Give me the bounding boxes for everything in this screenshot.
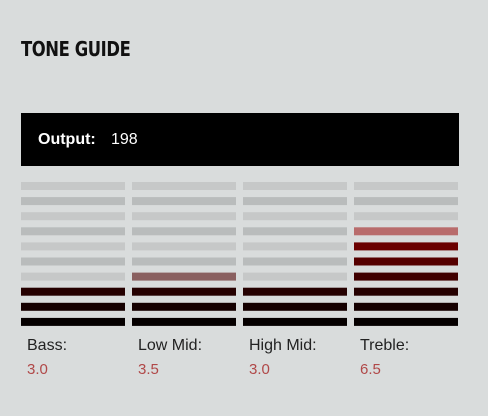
meters	[21, 182, 458, 326]
segment	[21, 212, 125, 221]
column-name: Low Mid:	[138, 337, 203, 354]
output-label: Output:	[38, 131, 96, 148]
segment-lit	[354, 317, 458, 326]
segment	[132, 197, 236, 206]
segment-lit	[132, 317, 236, 326]
segment-half	[132, 272, 236, 281]
segment	[132, 257, 236, 266]
segment	[243, 257, 347, 266]
segment	[354, 182, 458, 190]
segment	[354, 197, 458, 206]
segment-lit	[243, 317, 347, 326]
output-value: 198	[111, 131, 138, 148]
segment-half	[354, 227, 458, 236]
segment	[21, 197, 125, 206]
column-value: 3.5	[138, 361, 159, 378]
segment-lit	[132, 302, 236, 311]
segment	[21, 272, 125, 281]
segment	[243, 227, 347, 236]
segment-lit	[21, 302, 125, 311]
output-box: Output: 198	[21, 113, 459, 166]
column-value: 3.0	[27, 361, 48, 378]
segment	[21, 182, 125, 190]
column-name: Bass:	[27, 337, 68, 354]
segment	[354, 212, 458, 221]
title: TONE GUIDE	[21, 37, 131, 61]
column-name: Treble:	[360, 337, 410, 354]
segment-lit	[354, 302, 458, 311]
segment	[132, 242, 236, 251]
segment	[132, 182, 236, 190]
segment	[132, 212, 236, 221]
segment-lit	[132, 287, 236, 296]
segment-lit	[354, 272, 458, 281]
segment	[243, 272, 347, 281]
segment	[243, 182, 347, 190]
segment-lit	[21, 287, 125, 296]
segment-lit	[243, 302, 347, 311]
segment-lit	[354, 257, 458, 266]
segment-lit	[21, 317, 125, 326]
segment	[21, 242, 125, 251]
segment-lit	[354, 287, 458, 296]
segment	[132, 227, 236, 236]
segment	[243, 212, 347, 221]
segment	[243, 197, 347, 206]
segment	[243, 242, 347, 251]
column-value: 3.0	[249, 361, 270, 378]
column-name: High Mid:	[249, 337, 317, 354]
column-value: 6.5	[360, 361, 381, 378]
segment-lit	[243, 287, 347, 296]
segment	[21, 227, 125, 236]
segment	[21, 257, 125, 266]
segment-lit	[354, 242, 458, 251]
